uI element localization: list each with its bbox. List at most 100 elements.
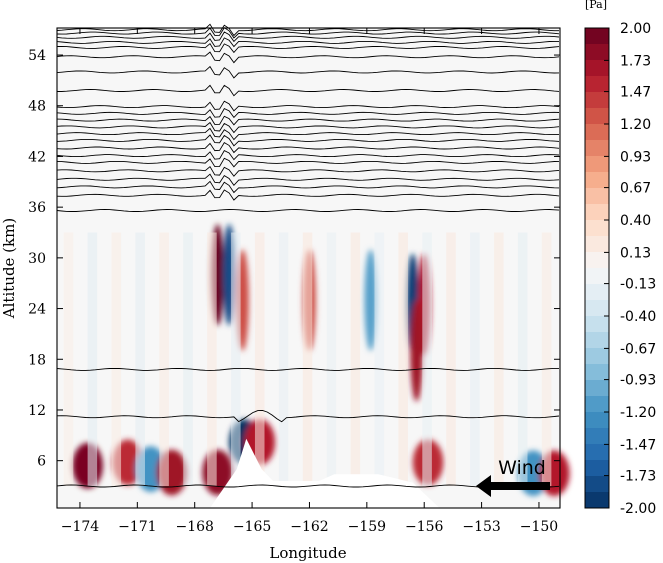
colorbar-swatch (585, 300, 609, 317)
wave-band (446, 232, 456, 487)
plot-frame (56, 27, 561, 509)
y-tick-label: 6 (37, 454, 46, 470)
colorbar-swatch (585, 348, 609, 365)
wave-band (494, 232, 504, 487)
colorbar-ticks: 2.00 1.73 1.47 1.20 0.93 0.67 0.40 0.13 -0.13 -0.… (604, 21, 656, 517)
contour-line (56, 65, 560, 79)
wind-label: Wind (498, 457, 546, 479)
colorbar-tick-label: 1.20 (620, 117, 651, 133)
contour-line (56, 43, 560, 54)
contour-line (56, 134, 560, 147)
colorbar-tick-label: -1.47 (620, 437, 656, 453)
colorbar-swatch (585, 444, 609, 461)
colorbar-swatch (585, 268, 609, 285)
colorbar-frame (584, 27, 610, 509)
colorbar-tick-label: -0.67 (620, 341, 656, 357)
wave-band (63, 232, 74, 487)
colorbar-swatch (585, 156, 609, 173)
colorbar-swatch (585, 460, 609, 477)
contour-line (56, 37, 559, 48)
contour-line (56, 166, 560, 177)
contour-line (56, 115, 560, 126)
wave-band (254, 232, 265, 487)
wave-band (374, 232, 385, 487)
terrain-mask (57, 438, 560, 508)
colorbar-swatch (585, 44, 609, 61)
contour-line (56, 409, 560, 423)
colorbar-swatch (585, 428, 609, 445)
wind-arrow-icon (476, 475, 550, 497)
x-tick-label: −171 (118, 519, 156, 535)
colorbar-swatch (585, 476, 609, 493)
contour-line (56, 108, 560, 119)
wave-band (207, 232, 217, 487)
y-axis: 6 12 18 24 30 36 42 48 54 (28, 48, 560, 470)
y-tick-label: 48 (28, 99, 46, 115)
plot-area: −174 −171 −168 −165 −162 −159 −156 −153 −150 6 12… (28, 23, 570, 535)
colorbar: [Pa] 2.00 1.73 1.47 1.20 0.93 0.67 0.40 0.13 -0.… (584, 0, 656, 517)
x-tick-label: −150 (520, 519, 558, 535)
colorbar-swatch (585, 92, 609, 109)
contour-line (56, 100, 560, 112)
wave-band (159, 232, 169, 487)
contour-lines (56, 23, 560, 488)
contour-line (56, 157, 560, 168)
y-axis-label: Altitude (km) (0, 218, 18, 319)
colorbar-swatch (585, 364, 609, 381)
colorbar-swatch (585, 412, 609, 429)
contour-line (56, 27, 560, 39)
colorbar-tick-label: 0.67 (620, 181, 651, 197)
contour-line (56, 367, 559, 371)
colorbar-tick-label: -0.40 (620, 309, 656, 325)
colorbar-swatch (585, 236, 609, 253)
x-axis-label: Longitude (269, 544, 346, 562)
wave-band (541, 232, 552, 487)
colorbar-swatch (585, 316, 609, 333)
contour-line (57, 84, 560, 97)
contour-line (56, 141, 560, 154)
x-tick-label: −153 (462, 519, 500, 535)
wave-band (278, 232, 289, 487)
pressure-bands (63, 232, 552, 487)
wave-band (350, 232, 361, 487)
wave-band (470, 232, 480, 487)
colorbar-tick-label: -2.00 (620, 501, 656, 517)
pressure-anomaly (410, 300, 423, 402)
y-tick-label: 36 (28, 200, 46, 216)
colorbar-swatch (585, 108, 609, 125)
wave-band (422, 232, 432, 487)
contour-line (56, 173, 560, 187)
contour-line (56, 23, 559, 37)
colorbar-tick-label: 1.73 (620, 53, 651, 69)
x-tick-label: −156 (405, 519, 444, 535)
colorbar-swatch (585, 188, 609, 205)
contour-line (56, 189, 560, 201)
x-axis: −174 −171 −168 −165 −162 −159 −156 −153 −150 (61, 28, 558, 535)
colorbar-swatch (585, 204, 609, 221)
colorbar-swatch (585, 124, 609, 141)
y-tick-label: 42 (28, 149, 46, 165)
contour-line (56, 484, 560, 488)
x-tick-label: −174 (61, 519, 100, 535)
colorbar-swatch (585, 284, 609, 301)
wave-band (517, 232, 528, 487)
wave-band (183, 232, 193, 487)
wave-band (111, 232, 122, 487)
wave-band (302, 232, 313, 487)
x-tick-label: −162 (290, 519, 328, 535)
colorbar-swatches (585, 28, 609, 509)
x-tick-label: −159 (348, 519, 386, 535)
x-tick-label: −168 (175, 519, 213, 535)
colorbar-swatch (585, 380, 609, 397)
y-tick-label: 30 (28, 251, 46, 267)
colorbar-swatch (585, 60, 609, 77)
y-tick-label: 18 (28, 352, 46, 368)
colorbar-unit: [Pa] (585, 0, 607, 11)
colorbar-tick-label: -1.73 (620, 469, 656, 485)
wave-band (135, 232, 145, 487)
contour-line (56, 209, 560, 212)
colorbar-swatch (585, 332, 609, 349)
y-tick-label: 24 (28, 302, 46, 318)
colorbar-swatch (585, 252, 609, 269)
